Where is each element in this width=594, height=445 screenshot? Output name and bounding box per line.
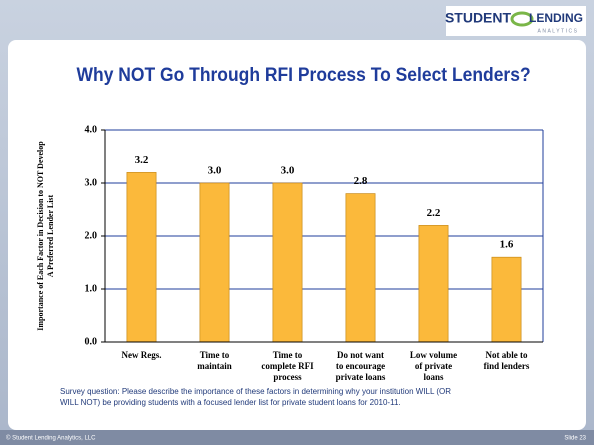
bar (199, 182, 230, 343)
x-tick-label: Not able to (486, 350, 528, 360)
value-label: 3.0 (208, 165, 222, 177)
y-tick-label: 1.0 (85, 283, 98, 294)
survey-note: WILL NOT) be providing students with a f… (60, 398, 401, 407)
bar (491, 256, 522, 343)
x-tick-label: Do not want (337, 350, 384, 360)
bar (126, 172, 157, 343)
y-axis-label: Importance of Each Factor in Decision to… (36, 141, 45, 331)
x-tick-label: Time to (200, 350, 230, 360)
logo-text: LENDING (529, 11, 583, 25)
slide-number: Slide 23 (564, 436, 586, 442)
logo-text: STUDENT (445, 10, 512, 26)
x-tick-label: complete RFI (261, 361, 314, 371)
y-axis-label: A Preferred Lender List (46, 194, 55, 277)
x-tick-label: Low volume (410, 350, 457, 360)
footer-bar (0, 430, 594, 445)
x-tick-label: find lenders (484, 361, 530, 371)
y-tick-label: 4.0 (85, 124, 98, 135)
value-label: 2.2 (427, 207, 441, 219)
x-tick-label: process (273, 372, 302, 382)
x-tick-label: maintain (197, 361, 232, 371)
x-tick-label: private loans (336, 372, 386, 382)
y-tick-label: 2.0 (85, 230, 98, 241)
y-tick-label: 0.0 (85, 336, 98, 347)
y-tick-label: 3.0 (85, 177, 98, 188)
value-label: 1.6 (500, 239, 514, 251)
bar (272, 182, 303, 343)
x-tick-label: Time to (273, 350, 303, 360)
slide-title: Why NOT Go Through RFI Process To Select… (77, 63, 531, 85)
copyright: © Student Lending Analytics, LLC (6, 435, 96, 442)
bar (418, 225, 449, 343)
value-label: 2.8 (354, 175, 368, 187)
logo-subtext: ANALYTICS (538, 28, 579, 34)
x-tick-label: New Regs. (122, 350, 162, 360)
value-label: 3.2 (135, 154, 149, 166)
logo-swoosh (510, 11, 534, 27)
x-tick-label: of private (415, 361, 452, 371)
value-label: 3.0 (281, 165, 295, 177)
survey-note: Survey question: Please describe the imp… (60, 387, 451, 396)
bar (345, 193, 376, 343)
x-tick-label: loans (423, 372, 444, 382)
x-tick-label: to encourage (336, 361, 385, 371)
logo-box (446, 6, 586, 36)
